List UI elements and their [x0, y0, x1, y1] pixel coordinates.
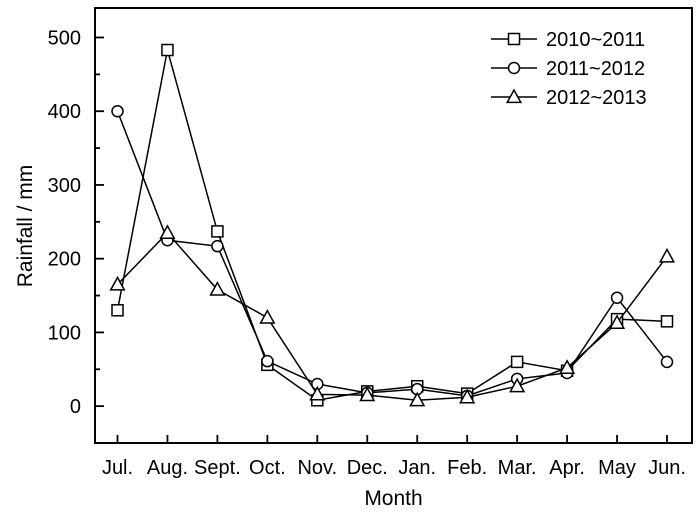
legend-marker: [507, 61, 521, 75]
x-tick-label: Jan.: [398, 457, 436, 479]
x-tick-label: Oct.: [249, 457, 286, 479]
y-tick-label: 100: [48, 322, 81, 344]
data-point-marker: [309, 385, 326, 401]
data-point-marker: [111, 104, 124, 118]
data-point-marker: [660, 315, 674, 328]
legend-label: 2012~2013: [546, 87, 647, 109]
data-point-marker: [111, 304, 124, 317]
data-point-marker: [109, 275, 126, 291]
x-tick-label: May: [598, 457, 636, 479]
x-tick-label: Aug.: [147, 457, 188, 479]
data-point-marker: [159, 224, 176, 240]
y-tick-label: 500: [48, 27, 81, 49]
data-point-marker: [658, 247, 676, 263]
legend: 2010~2011 2011~2012 2012~2013: [491, 29, 647, 109]
series-line: [116, 231, 668, 401]
legend-label: 2011~2012: [546, 58, 645, 80]
y-axis: 0 100 200 300 400 500: [48, 27, 104, 418]
x-tick-label: Sept.: [194, 457, 241, 479]
y-tick-label: 300: [48, 175, 81, 197]
y-tick-label: 400: [48, 101, 81, 123]
data-point-marker: [459, 388, 476, 404]
x-tick-label: Mar.: [498, 457, 537, 479]
data-point-marker: [608, 314, 626, 329]
data-point-marker: [261, 354, 274, 368]
series-2012-2013: [109, 224, 676, 407]
legend-label: 2010~2011: [546, 29, 645, 51]
x-tick-label: Jul.: [102, 457, 133, 479]
data-point-marker: [211, 225, 224, 238]
data-point-marker: [359, 386, 376, 402]
x-tick-label: Apr.: [549, 457, 585, 479]
data-point-marker: [209, 281, 226, 296]
x-tick-label: Jun.: [648, 457, 686, 479]
y-tick-label: 0: [70, 396, 81, 418]
x-axis: Jul. Aug. Sept. Oct. Nov. Dec. Jan. Feb. Mar. Apr…: [102, 435, 686, 479]
x-tick-label: Dec.: [347, 457, 388, 479]
data-point-marker: [211, 239, 224, 253]
data-point-marker: [409, 391, 426, 407]
x-tick-label: Feb.: [447, 457, 487, 479]
series-2011-2012: [111, 104, 674, 403]
data-point-marker: [161, 43, 174, 57]
y-axis-title: Rainfall / mm: [14, 165, 37, 288]
data-point-marker: [509, 377, 526, 393]
x-tick-label: Nov.: [297, 457, 337, 479]
plot-border: [94, 7, 693, 444]
data-point-marker: [660, 355, 674, 369]
data-point-marker: [610, 291, 624, 305]
legend-marker: [507, 32, 521, 46]
data-point-marker: [559, 359, 576, 374]
y-tick-label: 200: [48, 249, 81, 271]
series-line: [116, 49, 668, 402]
data-point-marker: [259, 309, 276, 324]
legend-marker: [505, 88, 523, 104]
data-point-marker: [510, 355, 524, 369]
x-axis-title: Month: [364, 487, 422, 510]
